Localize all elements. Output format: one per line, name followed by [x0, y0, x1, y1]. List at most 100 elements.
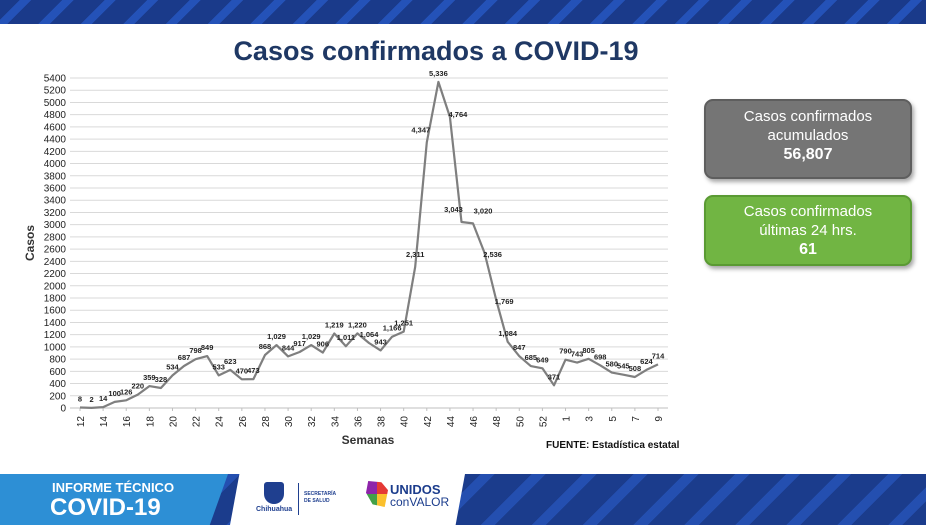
y-tick-label: 4000 [44, 159, 67, 170]
data-label: 8 [78, 395, 82, 404]
y-tick-label: 4400 [44, 135, 67, 146]
data-label: 1,011 [337, 333, 355, 342]
health-secretary-label: SECRETARÍA DE SALUD [304, 491, 336, 504]
y-tick-label: 4600 [44, 122, 67, 133]
y-tick-label: 200 [49, 391, 66, 402]
data-label: 1,064 [360, 330, 380, 339]
x-tick-label: 22 [192, 416, 203, 428]
data-label: 849 [201, 343, 214, 352]
x-axis-title: Semanas [342, 433, 395, 447]
kpi-last-24h-cases: Casos confirmados últimas 24 hrs. 61 [704, 195, 912, 266]
data-label: 1,084 [498, 329, 518, 338]
data-label: 790 [559, 347, 572, 356]
data-label: 847 [513, 343, 526, 352]
data-label: 2,311 [406, 250, 424, 259]
x-tick-label: 46 [469, 416, 480, 428]
x-tick-label: 20 [168, 416, 179, 428]
footer-banner: INFORME TÉCNICO COVID-19 Chihuahua SECRE… [0, 474, 926, 525]
data-label: 2,536 [483, 250, 502, 259]
y-tick-label: 2000 [44, 281, 67, 292]
y-tick-label: 1400 [44, 318, 67, 329]
data-label: 1,029 [267, 332, 286, 341]
data-label: 687 [178, 353, 191, 362]
data-label: 1,029 [302, 332, 321, 341]
x-tick-label: 30 [284, 416, 295, 428]
x-tick-label: 7 [631, 416, 642, 422]
data-label: 1,251 [394, 319, 413, 328]
report-title-line2: COVID-19 [50, 494, 161, 521]
x-tick-label: 26 [238, 416, 249, 428]
data-label: 906 [317, 340, 330, 349]
x-tick-label: 48 [492, 416, 503, 428]
data-label: 714 [652, 351, 665, 360]
data-label: 5,336 [429, 69, 448, 78]
data-label: 328 [155, 375, 168, 384]
x-tick-label: 32 [307, 416, 318, 428]
y-tick-label: 4800 [44, 110, 67, 121]
x-tick-label: 5 [608, 416, 619, 422]
x-tick-label: 42 [423, 416, 434, 428]
x-tick-label: 14 [99, 416, 110, 428]
logo-divider [298, 483, 299, 515]
y-tick-label: 5400 [44, 74, 67, 85]
data-label: 917 [293, 339, 306, 348]
y-tick-label: 3400 [44, 196, 67, 207]
data-label: 698 [594, 352, 607, 361]
y-tick-label: 2800 [44, 232, 67, 243]
data-label: 533 [212, 362, 225, 371]
x-tick-label: 52 [538, 416, 549, 428]
y-tick-label: 1600 [44, 306, 67, 317]
data-label: 1,220 [348, 320, 367, 329]
y-tick-label: 5200 [44, 86, 67, 97]
data-label: 220 [132, 382, 145, 391]
y-tick-label: 3600 [44, 184, 67, 195]
x-tick-label: 24 [215, 416, 226, 428]
x-tick-label: 16 [122, 416, 133, 428]
data-label: 649 [536, 355, 549, 364]
x-tick-label: 44 [446, 416, 457, 428]
kpi-last-24h-label: Casos confirmados últimas 24 hrs. [743, 203, 873, 239]
data-label: 100 [108, 389, 121, 398]
slogan-line1: UNIDOS [390, 482, 441, 497]
slogan-line2: conVALOR [390, 495, 450, 509]
data-label: 3,020 [474, 206, 493, 215]
data-label: 1,219 [325, 321, 344, 330]
y-tick-label: 400 [49, 379, 66, 390]
data-label: 624 [640, 357, 653, 366]
data-label: 359 [143, 373, 156, 382]
y-tick-label: 2400 [44, 257, 67, 268]
data-label: 473 [247, 366, 260, 375]
x-tick-label: 9 [654, 416, 665, 422]
data-label: 798 [189, 346, 202, 355]
data-label: 844 [282, 343, 295, 352]
x-tick-label: 36 [353, 416, 364, 428]
kpi-cumulative-cases: Casos confirmados acumulados 56,807 [704, 99, 912, 179]
data-label: 805 [582, 346, 595, 355]
y-tick-label: 0 [60, 404, 66, 415]
x-tick-label: 34 [330, 416, 341, 428]
x-tick-label: 12 [76, 416, 87, 428]
y-tick-label: 5000 [44, 98, 67, 109]
data-label: 2 [89, 395, 93, 404]
data-label: 623 [224, 357, 237, 366]
data-label: 1,769 [495, 297, 514, 306]
top-banner [0, 0, 926, 24]
y-tick-label: 3800 [44, 171, 67, 182]
report-title-line1: INFORME TÉCNICO [52, 480, 175, 495]
data-label: 3,043 [444, 205, 463, 214]
data-label: 4,347 [411, 125, 430, 134]
data-label: 508 [629, 364, 642, 373]
y-tick-label: 3200 [44, 208, 67, 219]
x-tick-label: 50 [515, 416, 526, 428]
y-tick-label: 1800 [44, 294, 67, 305]
data-label: 470 [236, 366, 249, 375]
x-tick-label: 28 [261, 416, 272, 428]
x-tick-label: 1 [562, 416, 573, 422]
y-tick-label: 4200 [44, 147, 67, 158]
x-tick-label: 18 [145, 416, 156, 428]
y-axis-title: Casos [23, 225, 37, 261]
data-label: 545 [617, 362, 630, 371]
kpi-cumulative-value: 56,807 [783, 146, 833, 163]
state-map-icon [366, 481, 388, 507]
